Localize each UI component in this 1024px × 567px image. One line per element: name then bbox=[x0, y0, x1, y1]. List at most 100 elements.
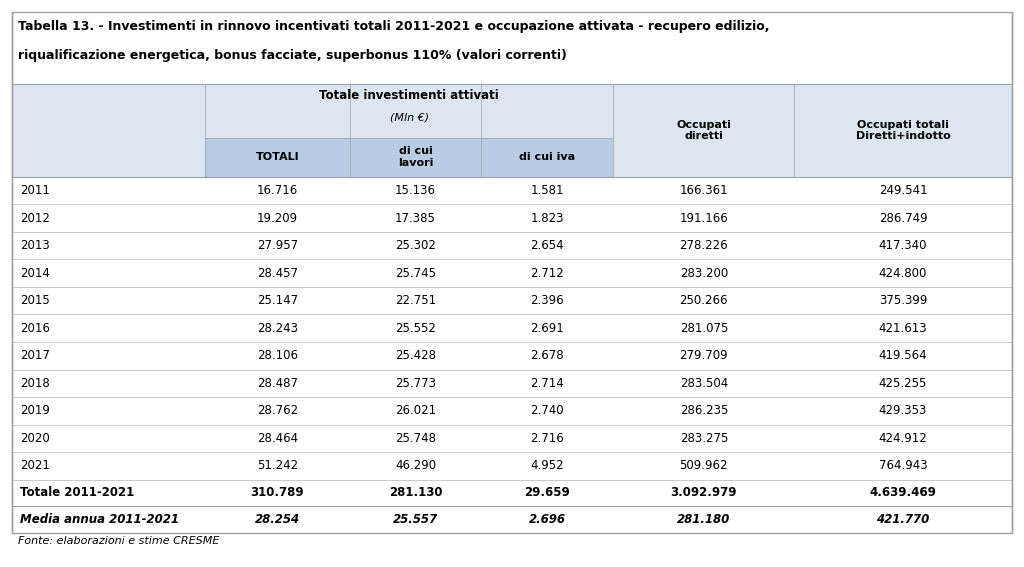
Text: 25.302: 25.302 bbox=[395, 239, 436, 252]
Text: 19.209: 19.209 bbox=[257, 211, 298, 225]
Text: 2019: 2019 bbox=[20, 404, 50, 417]
Text: 46.290: 46.290 bbox=[395, 459, 436, 472]
Text: 15.136: 15.136 bbox=[395, 184, 436, 197]
Text: 279.709: 279.709 bbox=[680, 349, 728, 362]
Text: 2.712: 2.712 bbox=[530, 266, 564, 280]
Text: 417.340: 417.340 bbox=[879, 239, 927, 252]
Text: Totale investimenti attivati: Totale investimenti attivati bbox=[319, 90, 500, 102]
Bar bbox=[206, 138, 613, 177]
Text: 283.200: 283.200 bbox=[680, 266, 728, 280]
Text: 281.130: 281.130 bbox=[389, 486, 442, 500]
Text: 26.021: 26.021 bbox=[395, 404, 436, 417]
Text: 28.106: 28.106 bbox=[257, 349, 298, 362]
Text: 2013: 2013 bbox=[20, 239, 50, 252]
Text: 2.696: 2.696 bbox=[529, 513, 566, 526]
Text: 29.659: 29.659 bbox=[524, 486, 570, 500]
Text: 2.716: 2.716 bbox=[530, 432, 564, 445]
Bar bbox=[12, 425, 1012, 452]
Text: riqualificazione energetica, bonus facciate, superbonus 110% (valori correnti): riqualificazione energetica, bonus facci… bbox=[18, 49, 567, 62]
Text: 424.800: 424.800 bbox=[879, 266, 927, 280]
Text: di cui
lavori: di cui lavori bbox=[397, 146, 433, 168]
Text: 429.353: 429.353 bbox=[879, 404, 927, 417]
Text: 2018: 2018 bbox=[20, 377, 50, 390]
Text: 16.716: 16.716 bbox=[257, 184, 298, 197]
Text: 4.639.469: 4.639.469 bbox=[869, 486, 936, 500]
Text: Totale 2011-2021: Totale 2011-2021 bbox=[20, 486, 135, 500]
Text: 25.745: 25.745 bbox=[395, 266, 436, 280]
Text: 286.235: 286.235 bbox=[680, 404, 728, 417]
Text: (Mln €): (Mln €) bbox=[390, 112, 429, 122]
Bar bbox=[12, 452, 1012, 480]
Text: 2020: 2020 bbox=[20, 432, 50, 445]
Bar bbox=[12, 232, 1012, 259]
Text: 2.678: 2.678 bbox=[530, 349, 564, 362]
Text: di cui iva: di cui iva bbox=[519, 152, 575, 162]
Text: 25.748: 25.748 bbox=[395, 432, 436, 445]
Text: 25.773: 25.773 bbox=[395, 377, 436, 390]
Text: 191.166: 191.166 bbox=[680, 211, 728, 225]
Text: TOTALI: TOTALI bbox=[256, 152, 299, 162]
Text: 2021: 2021 bbox=[20, 459, 50, 472]
Text: 281.075: 281.075 bbox=[680, 321, 728, 335]
Text: 2015: 2015 bbox=[20, 294, 50, 307]
Text: 281.180: 281.180 bbox=[677, 513, 730, 526]
Text: 25.428: 25.428 bbox=[395, 349, 436, 362]
Text: 25.557: 25.557 bbox=[393, 513, 438, 526]
Text: 249.541: 249.541 bbox=[879, 184, 928, 197]
Text: 2012: 2012 bbox=[20, 211, 50, 225]
Bar bbox=[12, 480, 1012, 506]
Text: 28.254: 28.254 bbox=[255, 513, 300, 526]
Text: 22.751: 22.751 bbox=[395, 294, 436, 307]
Text: 2017: 2017 bbox=[20, 349, 50, 362]
Text: 2.396: 2.396 bbox=[530, 294, 564, 307]
Text: 278.226: 278.226 bbox=[680, 239, 728, 252]
Text: 424.912: 424.912 bbox=[879, 432, 928, 445]
Text: 25.552: 25.552 bbox=[395, 321, 436, 335]
Text: 419.564: 419.564 bbox=[879, 349, 928, 362]
Bar bbox=[12, 204, 1012, 232]
Text: 1.823: 1.823 bbox=[530, 211, 564, 225]
Text: Occupati totali
Diretti+indotto: Occupati totali Diretti+indotto bbox=[856, 120, 950, 141]
Bar bbox=[12, 506, 1012, 532]
Text: Media annua 2011-2021: Media annua 2011-2021 bbox=[20, 513, 179, 526]
Text: 166.361: 166.361 bbox=[680, 184, 728, 197]
Bar bbox=[12, 12, 1012, 84]
Text: 2014: 2014 bbox=[20, 266, 50, 280]
Text: 28.243: 28.243 bbox=[257, 321, 298, 335]
Text: 25.147: 25.147 bbox=[257, 294, 298, 307]
Text: 28.457: 28.457 bbox=[257, 266, 298, 280]
Text: 51.242: 51.242 bbox=[257, 459, 298, 472]
Text: 425.255: 425.255 bbox=[879, 377, 927, 390]
Text: 2.714: 2.714 bbox=[530, 377, 564, 390]
Text: 250.266: 250.266 bbox=[680, 294, 728, 307]
Text: 28.487: 28.487 bbox=[257, 377, 298, 390]
Text: 28.464: 28.464 bbox=[257, 432, 298, 445]
Text: 509.962: 509.962 bbox=[680, 459, 728, 472]
Text: 2.654: 2.654 bbox=[530, 239, 564, 252]
Text: 286.749: 286.749 bbox=[879, 211, 928, 225]
Text: Occupati
diretti: Occupati diretti bbox=[677, 120, 731, 141]
Text: 764.943: 764.943 bbox=[879, 459, 928, 472]
Text: 421.770: 421.770 bbox=[877, 513, 930, 526]
Text: 310.789: 310.789 bbox=[251, 486, 304, 500]
Text: 375.399: 375.399 bbox=[879, 294, 927, 307]
Text: 4.952: 4.952 bbox=[530, 459, 564, 472]
Text: 17.385: 17.385 bbox=[395, 211, 436, 225]
Bar bbox=[12, 342, 1012, 370]
Bar bbox=[12, 177, 1012, 204]
Text: 283.275: 283.275 bbox=[680, 432, 728, 445]
Text: 2011: 2011 bbox=[20, 184, 50, 197]
Bar bbox=[12, 259, 1012, 287]
Text: 2.691: 2.691 bbox=[530, 321, 564, 335]
Bar bbox=[12, 370, 1012, 397]
Text: 2016: 2016 bbox=[20, 321, 50, 335]
Text: 28.762: 28.762 bbox=[257, 404, 298, 417]
Bar bbox=[12, 397, 1012, 425]
Bar bbox=[12, 287, 1012, 315]
Text: 2.740: 2.740 bbox=[530, 404, 564, 417]
Text: Tabella 13. - Investimenti in rinnovo incentivati totali 2011-2021 e occupazione: Tabella 13. - Investimenti in rinnovo in… bbox=[18, 20, 770, 33]
Bar bbox=[12, 315, 1012, 342]
Text: 27.957: 27.957 bbox=[257, 239, 298, 252]
Text: 283.504: 283.504 bbox=[680, 377, 728, 390]
Text: 3.092.979: 3.092.979 bbox=[671, 486, 737, 500]
